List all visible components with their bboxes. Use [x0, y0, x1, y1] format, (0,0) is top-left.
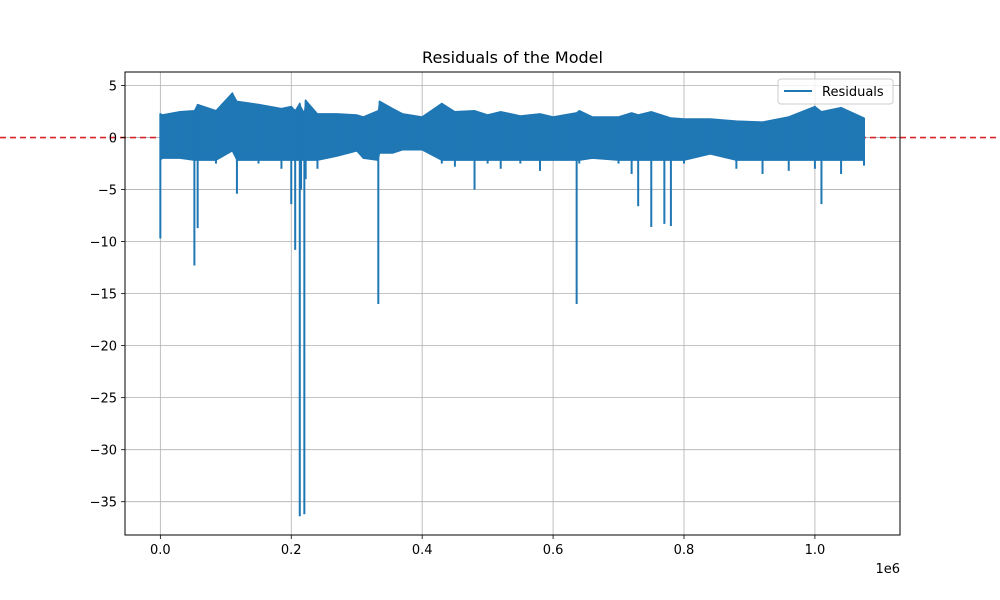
legend-box — [777, 78, 894, 105]
y-tick-label: −15 — [90, 288, 117, 303]
y-tick-label: −5 — [98, 184, 117, 199]
plot-frame — [124, 71, 901, 536]
series-layer — [159, 91, 865, 517]
y-tick-label: 5 — [109, 80, 117, 95]
x-tick-label: 0.4 — [412, 543, 433, 558]
x-tick-label: 0.2 — [281, 543, 302, 558]
x-tick-label: 0.6 — [543, 543, 564, 558]
x-tick-label: 0.8 — [674, 543, 695, 558]
y-tick-label: −10 — [90, 236, 117, 251]
legend: Residuals — [777, 78, 894, 105]
y-tick-label: −25 — [90, 392, 117, 407]
y-tick-label: −20 — [90, 340, 117, 355]
y-tick-label: −35 — [90, 496, 117, 511]
x-axis-offset-label: 1e6 — [875, 562, 900, 577]
x-tick-label: 1.0 — [805, 543, 826, 558]
x-tick-label: 0.0 — [150, 543, 171, 558]
legend-label-residuals: Residuals — [822, 85, 884, 100]
residuals-band — [159, 91, 865, 162]
y-tick-label: −30 — [90, 444, 117, 459]
chart-title: Residuals of the Model — [422, 48, 603, 67]
y-tick-label: 0 — [109, 132, 117, 147]
axis-ticks: 0.0 0.2 0.4 0.6 0.8 1.0 5 0 −5 −10 −15 −20 −25 −30 −35 — [90, 80, 826, 558]
